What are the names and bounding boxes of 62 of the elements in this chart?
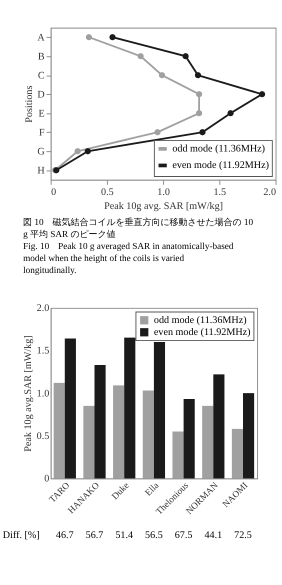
x-axis-title: Peak 10g avg. SAR [mW/kg] [104,200,224,212]
point [138,53,144,60]
point [86,34,92,40]
bar [94,364,106,478]
bar [142,390,154,478]
x-tick-label: 0.5 [101,186,114,198]
y-tick-label: 1.0 [36,388,50,400]
bar [232,428,244,478]
point [182,53,189,60]
bar [154,342,166,478]
x-tick-label: 0 [51,186,56,198]
y-tick-label: E [38,108,45,120]
text: 67.5 [174,530,192,542]
point [194,72,202,78]
legend-label: even mode (11.92MHz) [154,327,251,338]
point [109,34,116,40]
bar [243,393,254,478]
bar [202,406,214,478]
text: 51.4 [115,530,134,542]
y-tick-label: 2.0 [36,303,50,314]
legend-label: even mode (11.92MHz) [172,160,269,172]
text: 56.5 [145,530,163,542]
text: 46.7 [56,530,74,542]
bar [54,382,65,478]
y-tick-label: F [39,127,46,138]
bar [184,399,195,478]
y-axis-title: Positions [24,86,35,123]
bar [113,385,124,478]
point [227,110,234,116]
y-tick-label: A [37,32,46,44]
x-tick-label: 1.5 [213,186,226,198]
bar [83,406,94,478]
y-tick-label: B [38,51,45,62]
y-tick-label: G [37,146,45,158]
point [154,129,161,136]
y-tick-label: D [37,89,45,100]
y-tick-label: 1.5 [36,346,50,357]
point [258,91,266,98]
text: 44.1 [204,530,222,542]
bar [124,338,136,478]
point [84,148,91,154]
point [199,129,206,136]
text: Diff. [%] [2,530,40,542]
text: 72.5 [234,530,252,542]
legend-label: odd mode (11.36MHz) [172,144,266,155]
bar [64,338,76,478]
point [74,148,81,154]
caption: Fig. 10 Peak 10 g averaged SAR in anatomically-based model when the height of the coils is varied longitudinally. [23,240,234,275]
legend-label: odd mode (11.36MHz) [154,315,247,326]
bar [172,431,184,478]
y-tick-label: C [38,70,45,82]
x-tick-label: 1.0 [157,186,170,198]
point [196,91,202,98]
caption: 図 10 磁気結合コイルを垂直方向に移動させた場合の 10 g 平均 SAR のピーク値 [23,216,254,239]
y-tick-label: 0.5 [36,430,50,442]
y-axis-title: Peak 10g avg.SAR [mW/kg] [23,335,34,452]
text: 56.7 [86,530,104,542]
y-tick-label: H [37,165,46,176]
bar [213,374,224,478]
point [196,110,202,116]
x-tick-label: 2.0 [263,186,276,198]
point [158,72,166,78]
